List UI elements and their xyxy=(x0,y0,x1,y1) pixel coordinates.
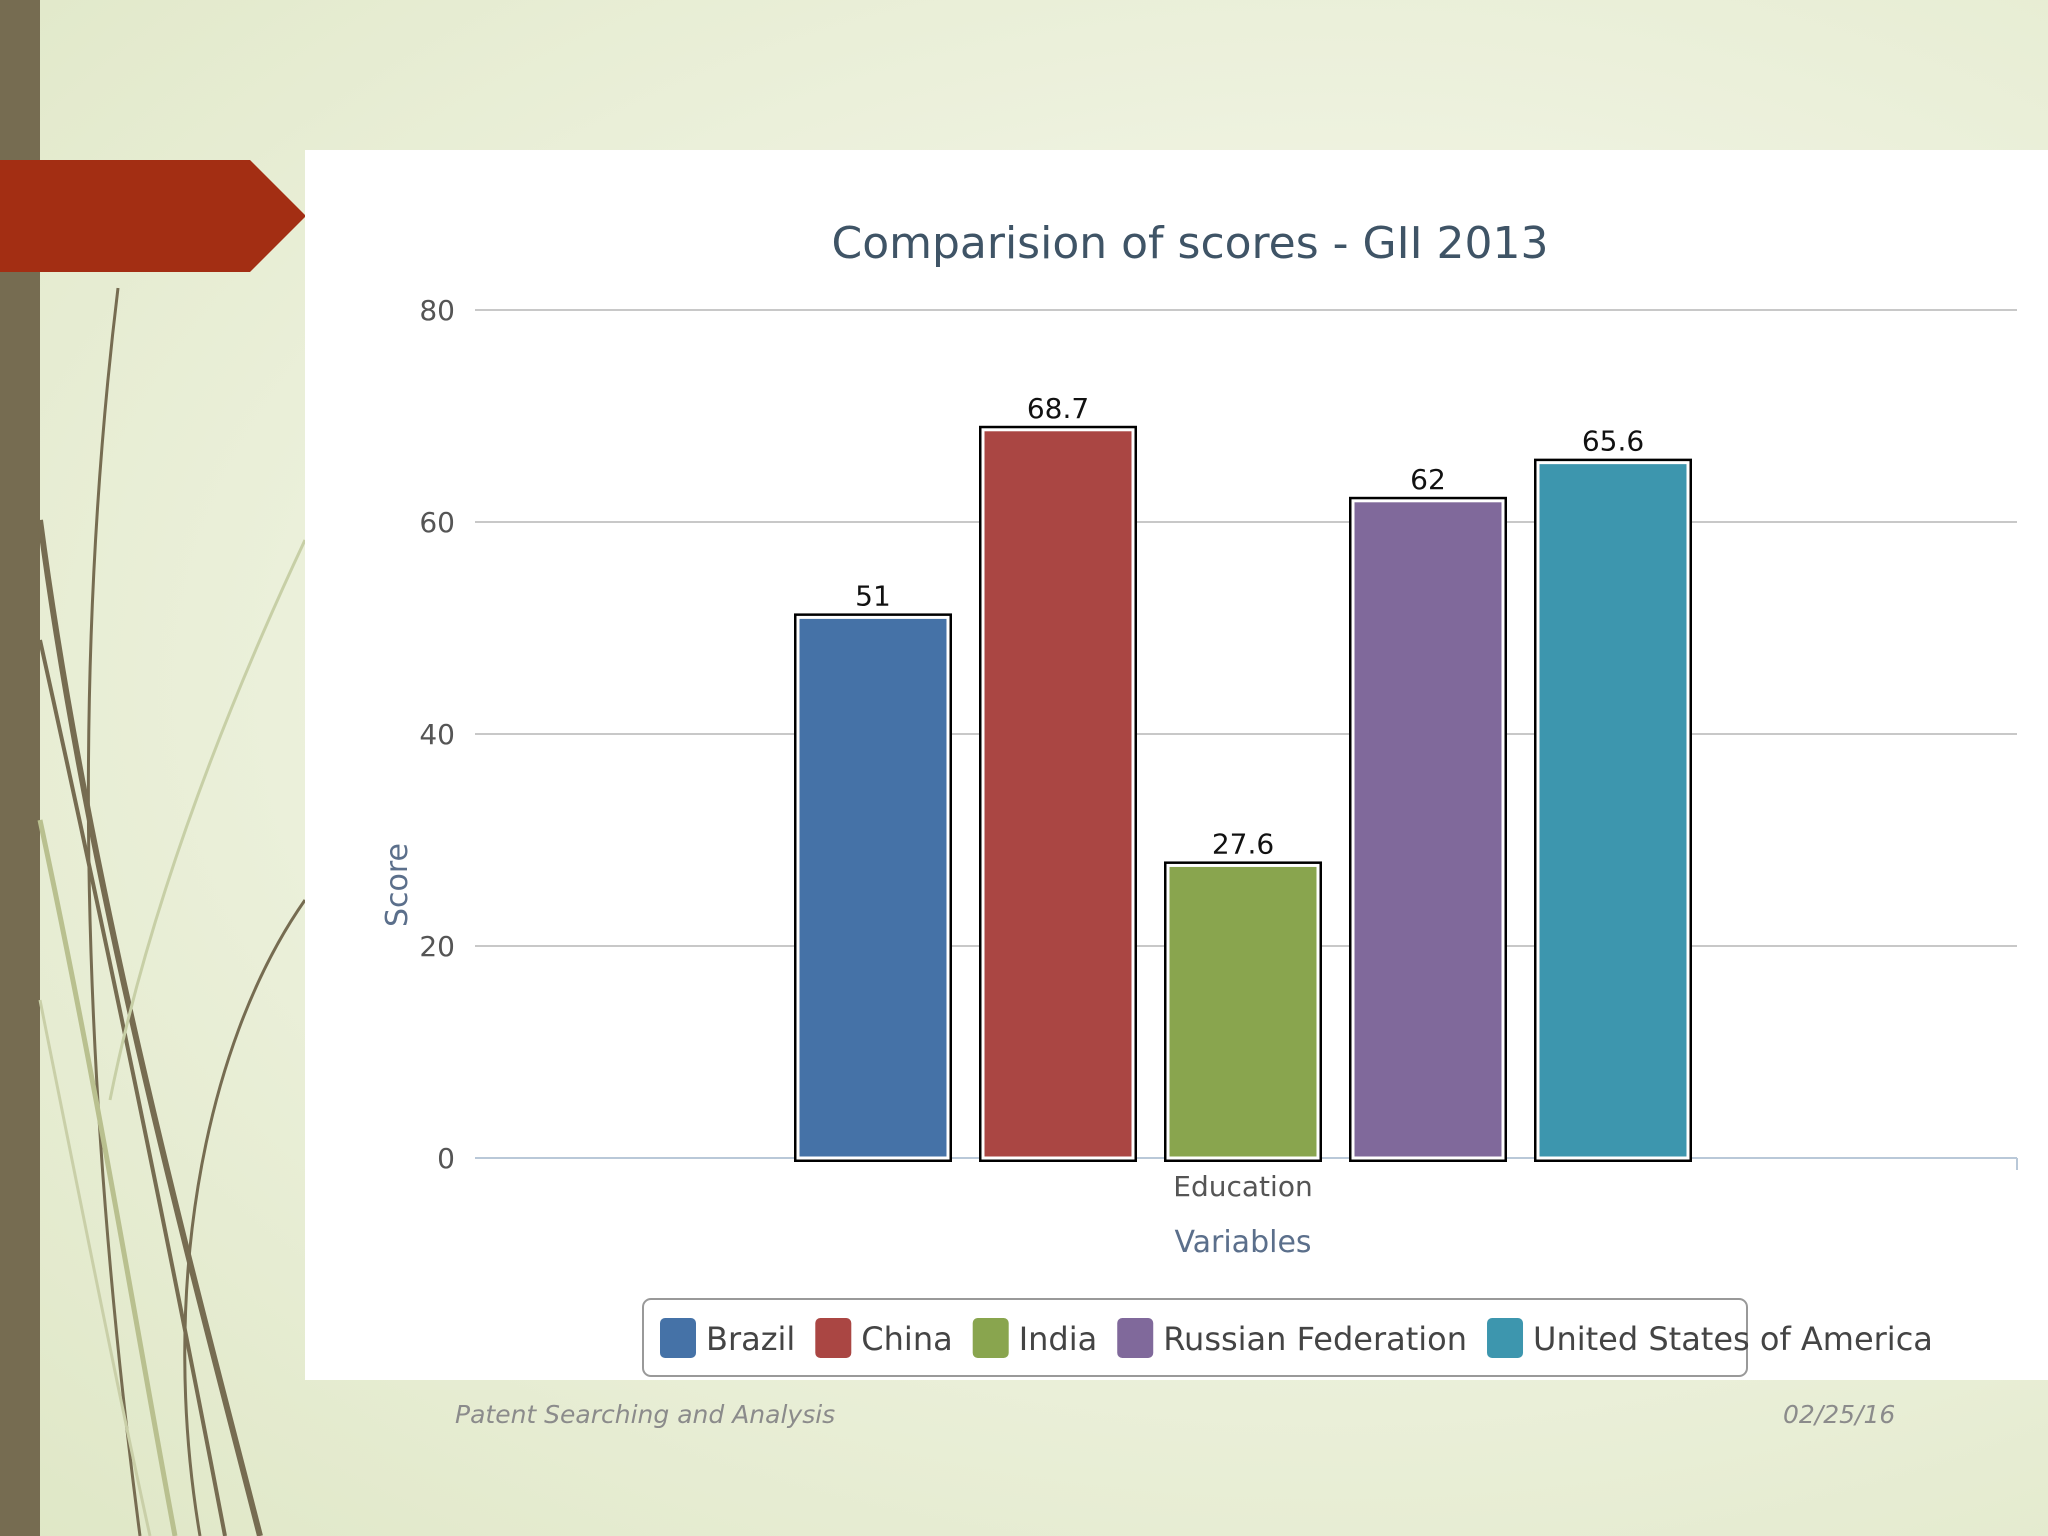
legend: Brazil China India Russian Federation United… xyxy=(642,1298,1933,1377)
x-category-label: Education xyxy=(1173,1170,1312,1203)
legend-swatch xyxy=(1487,1318,1524,1358)
chart-title: Comparision of scores - GII 2013 xyxy=(831,218,1548,269)
legend-label[interactable]: United States of America xyxy=(1533,1320,1933,1358)
bar xyxy=(1536,461,1690,1160)
legend-box xyxy=(642,1298,1748,1377)
title-arrow-shape xyxy=(0,160,306,272)
legend-label[interactable]: China xyxy=(861,1320,952,1358)
legend-label[interactable]: Russian Federation xyxy=(1163,1320,1467,1358)
y-tick-label: 20 xyxy=(419,930,455,963)
y-axis-title: Score xyxy=(380,843,415,927)
legend-label[interactable]: Brazil xyxy=(706,1320,795,1358)
legend-swatch xyxy=(815,1318,852,1358)
bar-chart: Comparision of scores - GII 2013 0 20 40 60… xyxy=(380,218,2018,1377)
y-tick-label: 0 xyxy=(437,1142,455,1175)
y-tick-label: 40 xyxy=(419,718,455,751)
footer-presentation-title: Patent Searching and Analysis xyxy=(455,1400,836,1429)
footer-date: 02/25/16 xyxy=(1783,1400,1896,1429)
bar xyxy=(981,428,1135,1160)
bar-data-label: 65.6 xyxy=(1582,425,1644,458)
y-tick-label: 60 xyxy=(419,506,455,539)
chart-panel: Comparision of scores - GII 2013 0 20 40 60… xyxy=(305,150,2048,1380)
decorative-swirl-lines xyxy=(37,287,307,1536)
x-axis-title: Variables xyxy=(1174,1225,1311,1260)
bar xyxy=(1166,863,1320,1160)
bar xyxy=(796,615,950,1160)
bar-data-label: 51 xyxy=(855,579,891,612)
bar-data-label: 27.6 xyxy=(1212,827,1274,860)
y-tick-label: 80 xyxy=(419,294,455,327)
bar-data-label: 68.7 xyxy=(1027,392,1089,425)
legend-swatch xyxy=(1117,1318,1154,1358)
legend-swatch xyxy=(660,1318,696,1358)
legend-swatch xyxy=(972,1318,1009,1358)
bar-data-label: 62 xyxy=(1410,463,1446,496)
bar xyxy=(1351,499,1505,1160)
legend-label[interactable]: India xyxy=(1019,1320,1098,1358)
